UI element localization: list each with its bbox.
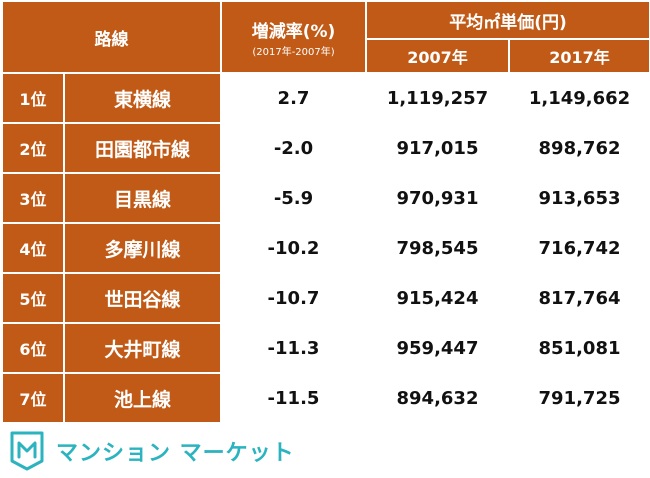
line-name-cell: 池上線 — [63, 372, 222, 424]
brand-name: マンション マーケット — [56, 441, 295, 466]
table-row: 4位 多摩川線 -10.2 798,545 716,742 — [1, 222, 650, 274]
price-header: 平均㎡単価(円) — [364, 0, 650, 40]
header-row-1: 路線 増減率(%) (2017年-2007年) 平均㎡単価(円) — [1, 0, 650, 74]
change-period-label: (2017年-2007年) — [252, 46, 335, 58]
table-row: 6位 大井町線 -11.3 959,447 851,081 — [1, 322, 650, 374]
line-name-cell: 田園都市線 — [63, 122, 222, 174]
ranking-table: 路線 増減率(%) (2017年-2007年) 平均㎡単価(円) 2007年 2… — [1, 0, 650, 424]
line-name-cell: 東横線 — [63, 72, 222, 124]
rank-cell: 4位 — [1, 222, 65, 274]
rank-cell: 2位 — [1, 122, 65, 174]
change-cell: -10.7 — [220, 272, 367, 324]
price-2017-cell: 851,081 — [507, 322, 650, 374]
table-row: 5位 世田谷線 -10.7 915,424 817,764 — [1, 272, 650, 324]
price-2017-cell: 791,725 — [507, 372, 650, 424]
header-row-2: 2007年 2017年 — [2, 38, 650, 74]
year-2007-header: 2007年 — [365, 38, 510, 74]
price-2007-cell: 1,119,257 — [365, 72, 510, 124]
line-name-cell: 多摩川線 — [63, 222, 222, 274]
table-row: 2位 田園都市線 -2.0 917,015 898,762 — [1, 122, 650, 174]
change-cell: -2.0 — [220, 122, 367, 174]
price-2007-cell: 970,931 — [365, 172, 510, 224]
price-2007-cell: 798,545 — [365, 222, 510, 274]
brand-footer: マンション マーケット — [6, 430, 295, 472]
change-cell: -11.5 — [220, 372, 367, 424]
change-header: 増減率(%) (2017年-2007年) — [220, 0, 367, 74]
price-2017-cell: 913,653 — [507, 172, 650, 224]
price-2017-cell: 898,762 — [507, 122, 650, 174]
price-2007-cell: 917,015 — [365, 122, 510, 174]
price-2007-cell: 894,632 — [365, 372, 510, 424]
price-2017-cell: 716,742 — [507, 222, 650, 274]
change-cell: 2.7 — [220, 72, 367, 124]
year-2017-header: 2017年 — [507, 38, 650, 74]
line-name-cell: 世田谷線 — [63, 272, 222, 324]
table-row: 7位 池上線 -11.5 894,632 791,725 — [1, 372, 650, 424]
price-2017-cell: 1,149,662 — [507, 72, 650, 124]
route-header: 路線 — [1, 0, 222, 74]
line-name-cell: 大井町線 — [63, 322, 222, 374]
table-row: 3位 目黒線 -5.9 970,931 913,653 — [1, 172, 650, 224]
change-cell: -10.2 — [220, 222, 367, 274]
rank-cell: 6位 — [1, 322, 65, 374]
price-2007-cell: 959,447 — [365, 322, 510, 374]
change-header-label: 増減率(%) — [251, 21, 336, 42]
price-2017-cell: 817,764 — [507, 272, 650, 324]
line-name-cell: 目黒線 — [63, 172, 222, 224]
rank-cell: 3位 — [1, 172, 65, 224]
change-cell: -5.9 — [220, 172, 367, 224]
change-cell: -11.3 — [220, 322, 367, 374]
rank-cell: 1位 — [1, 72, 65, 124]
table-row: 1位 東横線 2.7 1,119,257 1,149,662 — [1, 72, 650, 124]
rank-cell: 7位 — [1, 372, 65, 424]
mansion-market-logo-icon — [10, 431, 44, 471]
rank-cell: 5位 — [1, 272, 65, 324]
price-2007-cell: 915,424 — [365, 272, 510, 324]
